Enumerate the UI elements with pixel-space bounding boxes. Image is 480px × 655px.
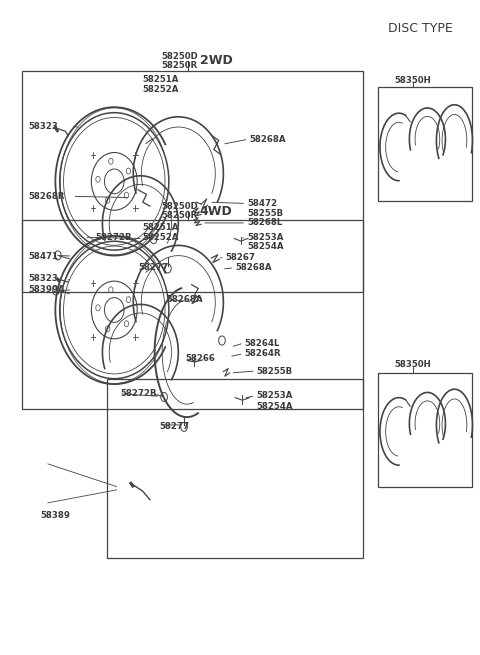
- Text: 58264R: 58264R: [245, 349, 281, 358]
- Text: 58250D: 58250D: [162, 202, 198, 211]
- Bar: [22, 71, 363, 291]
- Text: 4WD: 4WD: [200, 205, 232, 217]
- Text: 2WD: 2WD: [200, 54, 232, 67]
- Text: 58264L: 58264L: [245, 339, 280, 348]
- Bar: [378, 87, 472, 201]
- Text: 58268R: 58268R: [28, 192, 64, 201]
- Text: 58472: 58472: [247, 199, 277, 208]
- Text: 58350H: 58350H: [395, 76, 432, 85]
- Text: 58277: 58277: [159, 422, 190, 431]
- Text: 58277: 58277: [138, 263, 168, 272]
- Text: 58323: 58323: [28, 122, 58, 130]
- Text: 58272B: 58272B: [96, 233, 132, 242]
- Text: DISC TYPE: DISC TYPE: [388, 22, 453, 35]
- Text: 58471: 58471: [28, 252, 58, 261]
- Text: 58254A: 58254A: [247, 242, 284, 252]
- Bar: [107, 379, 363, 558]
- Text: 58389: 58389: [41, 512, 71, 520]
- Text: 58252A: 58252A: [143, 85, 179, 94]
- Text: 58250R: 58250R: [162, 212, 198, 220]
- Text: 58268A: 58268A: [250, 135, 286, 143]
- Text: 58350H: 58350H: [395, 360, 432, 369]
- Text: 58250D: 58250D: [162, 52, 198, 60]
- Text: 58250R: 58250R: [162, 61, 198, 69]
- Bar: [378, 373, 472, 487]
- Bar: [22, 220, 363, 409]
- Text: 58268A: 58268A: [235, 263, 272, 272]
- Text: 58255B: 58255B: [257, 367, 293, 375]
- Text: 58255B: 58255B: [247, 209, 283, 217]
- Text: 58399A: 58399A: [28, 286, 64, 294]
- Text: 58251A: 58251A: [143, 75, 179, 84]
- Text: 58272B: 58272B: [120, 389, 157, 398]
- Text: 58268L: 58268L: [247, 218, 282, 227]
- Text: 58254A: 58254A: [257, 402, 293, 411]
- Text: 58251A: 58251A: [143, 223, 179, 232]
- Text: 58323: 58323: [28, 274, 58, 284]
- Text: 58268A: 58268A: [167, 295, 203, 304]
- Text: 58266: 58266: [185, 354, 216, 363]
- Text: 58252A: 58252A: [143, 233, 179, 242]
- Text: 58267: 58267: [226, 253, 256, 262]
- Text: 58253A: 58253A: [247, 233, 284, 242]
- Text: 58253A: 58253A: [257, 391, 293, 400]
